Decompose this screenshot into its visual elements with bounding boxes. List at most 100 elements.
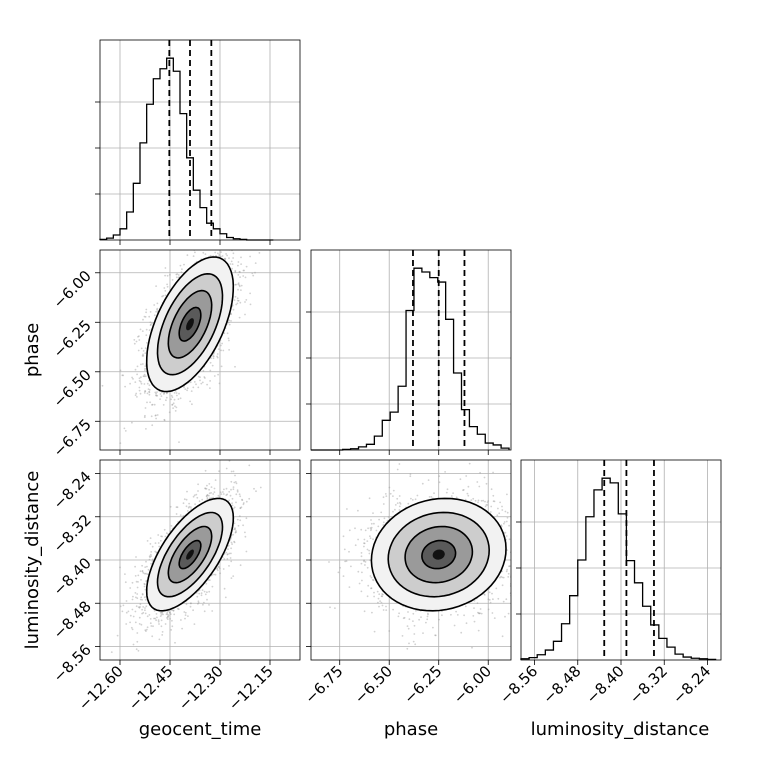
sample-point [140, 596, 143, 599]
sample-point [237, 288, 239, 291]
sample-point [145, 572, 147, 575]
sample-point [230, 552, 232, 555]
sample-point [124, 385, 126, 388]
sample-point [182, 514, 185, 517]
sample-point [181, 627, 184, 630]
sample-point [186, 387, 189, 390]
sample-point [144, 390, 146, 393]
sample-point [116, 634, 119, 637]
sample-point [143, 583, 146, 586]
sample-point [170, 525, 173, 527]
sample-point [204, 487, 207, 490]
sample-point [197, 490, 199, 492]
sample-point [143, 596, 146, 599]
sample-point [163, 392, 166, 395]
sample-point [129, 587, 132, 589]
tick-label-x: −8.48 [539, 662, 584, 707]
sample-point [206, 494, 209, 497]
sample-point [155, 310, 158, 313]
sample-point [139, 606, 141, 608]
sample-point [176, 394, 178, 397]
sample-point [224, 258, 227, 261]
sample-point [232, 486, 235, 488]
sample-point [228, 257, 230, 259]
sample-point [164, 274, 167, 277]
sample-point [144, 347, 147, 350]
sample-point [227, 544, 230, 547]
sample-point [190, 602, 192, 605]
tick-label-y: −8.24 [50, 468, 95, 513]
sample-point [208, 488, 211, 491]
sample-point [224, 257, 227, 260]
sample-point [231, 543, 234, 545]
sample-point [251, 272, 254, 275]
sample-point [144, 367, 147, 370]
sample-point [221, 235, 223, 237]
sample-point [121, 610, 124, 613]
sample-point [134, 610, 137, 613]
sample-point [209, 254, 212, 257]
sample-point [244, 276, 247, 279]
sample-point [151, 322, 153, 325]
sample-point [232, 234, 234, 236]
sample-point [143, 416, 146, 419]
sample-point [230, 260, 233, 263]
contour-1.5sigma [156, 272, 224, 376]
sample-point [254, 271, 256, 274]
sample-point [171, 404, 174, 406]
sample-point [141, 570, 144, 573]
sample-point [153, 314, 156, 317]
tick-label-y: −8.40 [50, 554, 95, 599]
sample-point [146, 401, 148, 404]
sample-point [198, 592, 201, 595]
sample-point [163, 418, 166, 421]
sample-point [180, 619, 182, 621]
sample-point [101, 384, 104, 387]
sample-point [132, 615, 135, 618]
sample-point [236, 228, 238, 230]
sample-point [228, 490, 231, 493]
sample-point [214, 479, 217, 481]
sample-point [218, 566, 220, 569]
sample-point [156, 394, 159, 397]
sample-point [155, 619, 158, 622]
sample-point [224, 596, 227, 599]
sample-point [150, 562, 153, 565]
sample-point [192, 255, 195, 257]
sample-point [134, 368, 137, 371]
sample-point [121, 374, 124, 377]
sample-point [148, 393, 151, 396]
sample-point [208, 604, 210, 606]
sample-point [122, 374, 125, 377]
sample-point [135, 340, 138, 343]
sample-point [191, 403, 193, 406]
sample-point [157, 534, 160, 536]
sample-point [211, 364, 214, 367]
sample-point [217, 494, 220, 497]
sample-point [234, 528, 237, 531]
sample-point [131, 608, 134, 611]
sample-point [234, 527, 236, 530]
sample-point [170, 398, 173, 401]
scatter-panel-geocent_time-vs-luminosity_distance: −12.60−12.45−12.30−12.15−8.56−8.48−8.40−… [50, 459, 301, 714]
sample-point [226, 493, 229, 496]
sample-point [206, 497, 209, 499]
sample-point [239, 276, 242, 278]
sample-point [231, 263, 234, 265]
sample-point [169, 618, 172, 620]
sample-point [213, 573, 215, 576]
sample-point [125, 611, 128, 614]
sample-point [148, 558, 151, 561]
sample-point [173, 613, 176, 616]
sample-point [130, 626, 133, 629]
sample-point [151, 424, 154, 427]
sample-point [160, 611, 163, 614]
contour-2sigma [145, 256, 235, 393]
sample-point [230, 313, 233, 316]
sample-point [156, 302, 159, 305]
sample-point [136, 373, 139, 376]
sample-point [208, 244, 210, 246]
sample-point [234, 269, 237, 272]
sample-point [160, 619, 163, 622]
